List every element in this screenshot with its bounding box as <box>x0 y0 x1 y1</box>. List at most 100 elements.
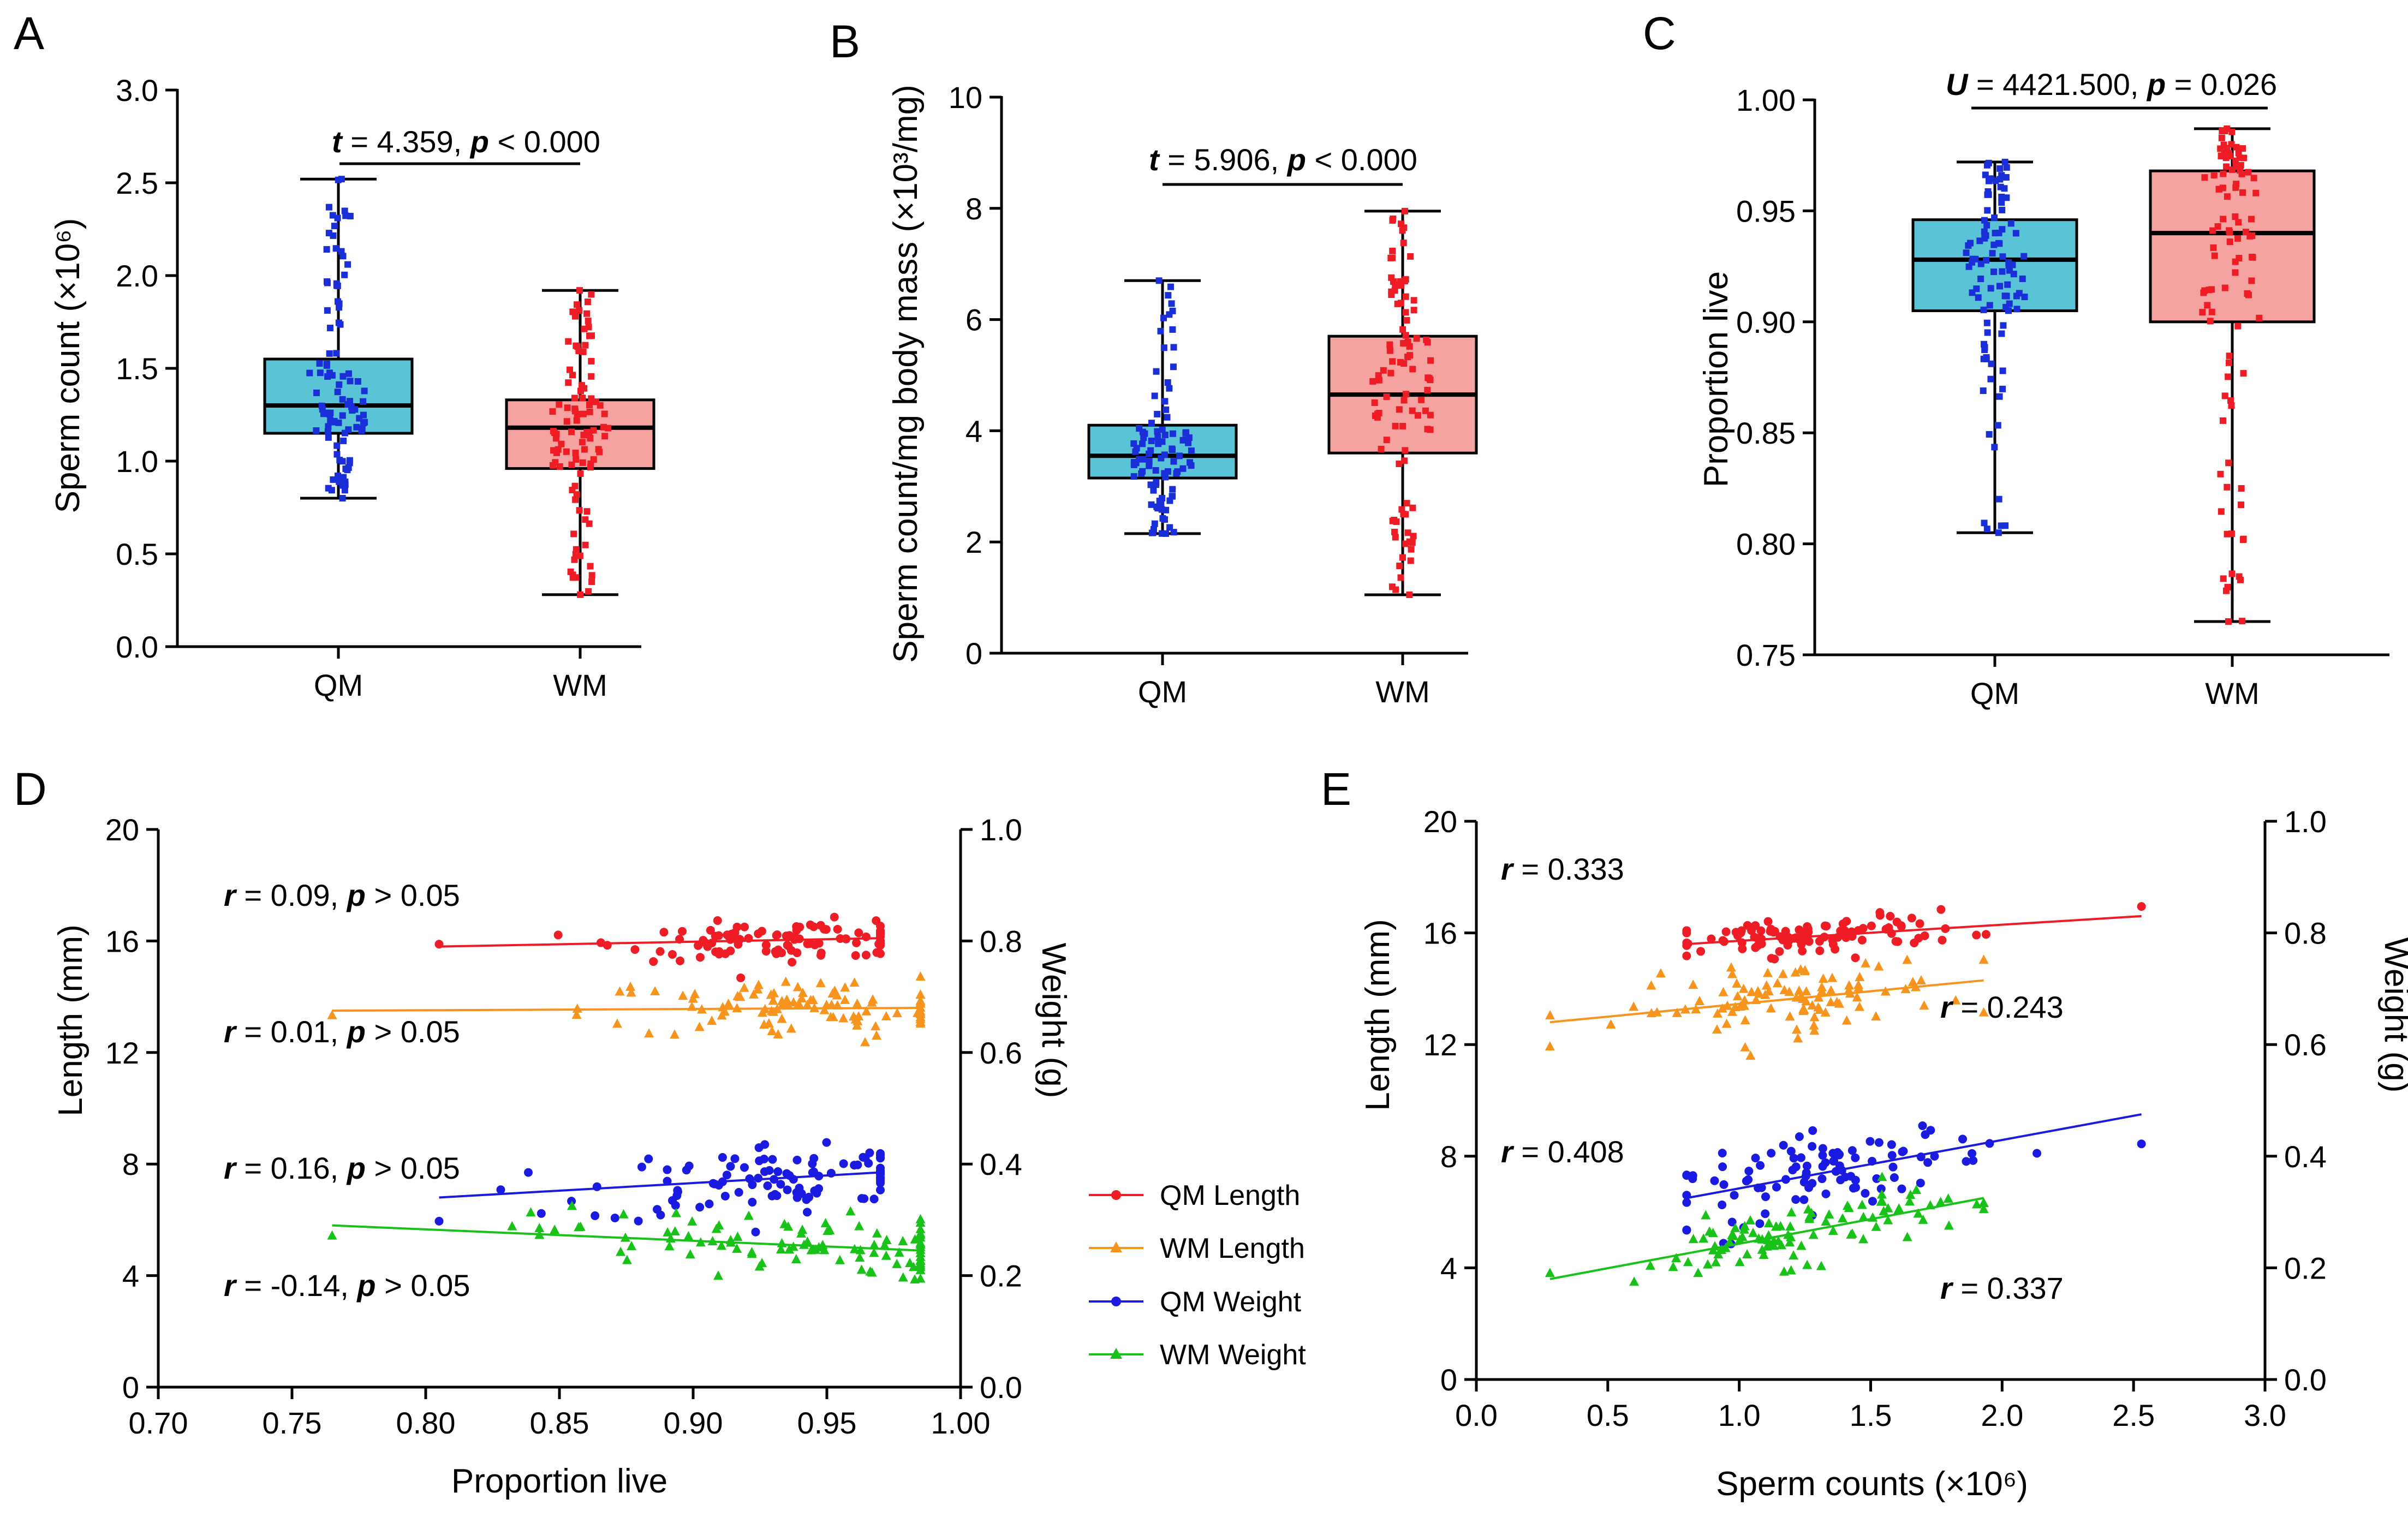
data-point-wm-weight <box>713 1270 723 1280</box>
data-point-qm-weight <box>2033 1149 2042 1158</box>
data-point <box>1397 574 1404 581</box>
data-point <box>587 435 594 442</box>
data-point-wm-weight <box>881 1250 891 1260</box>
y2-axis-label-e: Weight (g) <box>2377 937 2408 1093</box>
data-point <box>579 459 586 466</box>
data-point <box>1163 406 1170 413</box>
data-point-qm-weight <box>1968 1149 1977 1158</box>
data-point <box>571 408 579 415</box>
data-point <box>2207 318 2214 325</box>
data-point-qm-weight <box>783 1185 792 1195</box>
data-point-wm-length <box>871 1030 881 1040</box>
x-tick-label: WM <box>553 668 607 702</box>
y-tick-label: 0.0 <box>116 630 158 664</box>
data-point-qm-weight <box>1861 1188 1870 1198</box>
data-point <box>1375 410 1382 417</box>
data-point <box>1999 385 2006 392</box>
data-point-qm-weight <box>865 1148 874 1157</box>
data-point-qm-length <box>1751 921 1760 930</box>
y-axis-label-d: Length (mm) <box>52 924 90 1116</box>
data-point-wm-weight <box>1883 1215 1893 1225</box>
data-point-wm-length <box>625 981 636 991</box>
data-point <box>2206 286 2213 294</box>
data-point <box>1981 347 1988 354</box>
data-point-qm-length <box>876 930 885 939</box>
data-point <box>1130 473 1137 480</box>
data-point-qm-length <box>788 958 797 967</box>
data-point <box>1401 457 1408 464</box>
data-point <box>1389 358 1396 365</box>
fit-line-qm-weight <box>1686 1113 2142 1199</box>
data-point <box>1154 428 1161 435</box>
data-point-wm-length <box>840 982 850 992</box>
data-point-wm-length <box>694 1022 705 1031</box>
data-point-qm-length <box>677 927 687 936</box>
data-point <box>334 389 341 396</box>
data-point-qm-weight <box>808 1159 817 1168</box>
data-point <box>339 396 346 403</box>
data-point-qm-length <box>1842 917 1851 926</box>
data-point <box>324 373 331 380</box>
data-point <box>588 291 595 298</box>
y2-tick-label: 1.0 <box>980 813 1022 847</box>
data-point-wm-weight <box>1871 1221 1881 1231</box>
y-tick-label: 20 <box>105 813 139 847</box>
data-point <box>563 448 570 455</box>
y-tick-label: 10 <box>949 80 982 115</box>
data-point <box>1400 340 1407 347</box>
data-point <box>1999 367 2006 374</box>
data-point <box>1402 332 1409 339</box>
data-point-qm-weight <box>567 1197 576 1206</box>
stat-annotation-c: U = 4421.500, p = 0.026 <box>1946 67 2277 101</box>
data-point <box>577 470 584 477</box>
data-point-qm-weight <box>876 1185 885 1195</box>
data-point <box>1989 250 1996 257</box>
data-point-wm-weight <box>1902 1232 1912 1241</box>
data-point <box>1406 352 1414 359</box>
data-point-qm-length <box>876 939 885 948</box>
data-point <box>2239 189 2246 196</box>
data-point <box>1166 524 1173 531</box>
data-point <box>1378 445 1385 452</box>
data-point-qm-length <box>706 925 715 935</box>
data-point <box>585 588 592 595</box>
data-point <box>581 446 588 453</box>
x-tick-label: 2.0 <box>1981 1398 2023 1432</box>
data-point-wm-length <box>786 1023 796 1033</box>
data-point <box>351 406 359 413</box>
data-point-wm-length <box>1853 980 1864 989</box>
data-point <box>2228 530 2235 537</box>
data-point-qm-length <box>1891 937 1900 946</box>
data-point-wm-weight <box>747 1247 757 1257</box>
data-point-wm-weight <box>1905 1190 1916 1199</box>
data-point <box>2020 253 2028 260</box>
data-point-qm-length <box>1886 912 1895 921</box>
data-point <box>2236 255 2243 262</box>
x-tick-label: 0.5 <box>1587 1398 1629 1432</box>
data-point-qm-weight <box>1718 1149 1727 1158</box>
data-point-wm-weight <box>898 1272 908 1282</box>
data-point <box>338 248 345 255</box>
data-point <box>579 382 586 389</box>
x-tick-label: 1.5 <box>1850 1398 1892 1432</box>
data-point-qm-weight <box>1829 1156 1839 1166</box>
data-point <box>1170 458 1177 465</box>
y-tick-label: 0.80 <box>1736 527 1796 562</box>
data-point-wm-weight <box>1701 1210 1711 1220</box>
data-point <box>1167 283 1174 290</box>
data-point-wm-length <box>768 1006 779 1016</box>
data-point <box>1424 386 1431 393</box>
data-point <box>361 419 368 426</box>
data-point <box>1164 414 1171 421</box>
data-point-wm-length <box>1852 992 1862 1002</box>
data-point-qm-weight <box>1808 1142 1817 1151</box>
data-point <box>1152 467 1159 474</box>
panel-e: E Length (mm) Weight (g) Sperm counts (×… <box>1321 763 2408 1503</box>
data-point <box>2233 181 2240 188</box>
data-point <box>1983 525 1990 533</box>
data-point-qm-weight <box>860 1194 869 1203</box>
data-point <box>2221 128 2228 135</box>
data-point-wm-weight <box>894 1247 904 1257</box>
annotation-e-wm-length: r = 0.243 <box>1940 990 2064 1024</box>
data-point <box>1166 385 1173 392</box>
